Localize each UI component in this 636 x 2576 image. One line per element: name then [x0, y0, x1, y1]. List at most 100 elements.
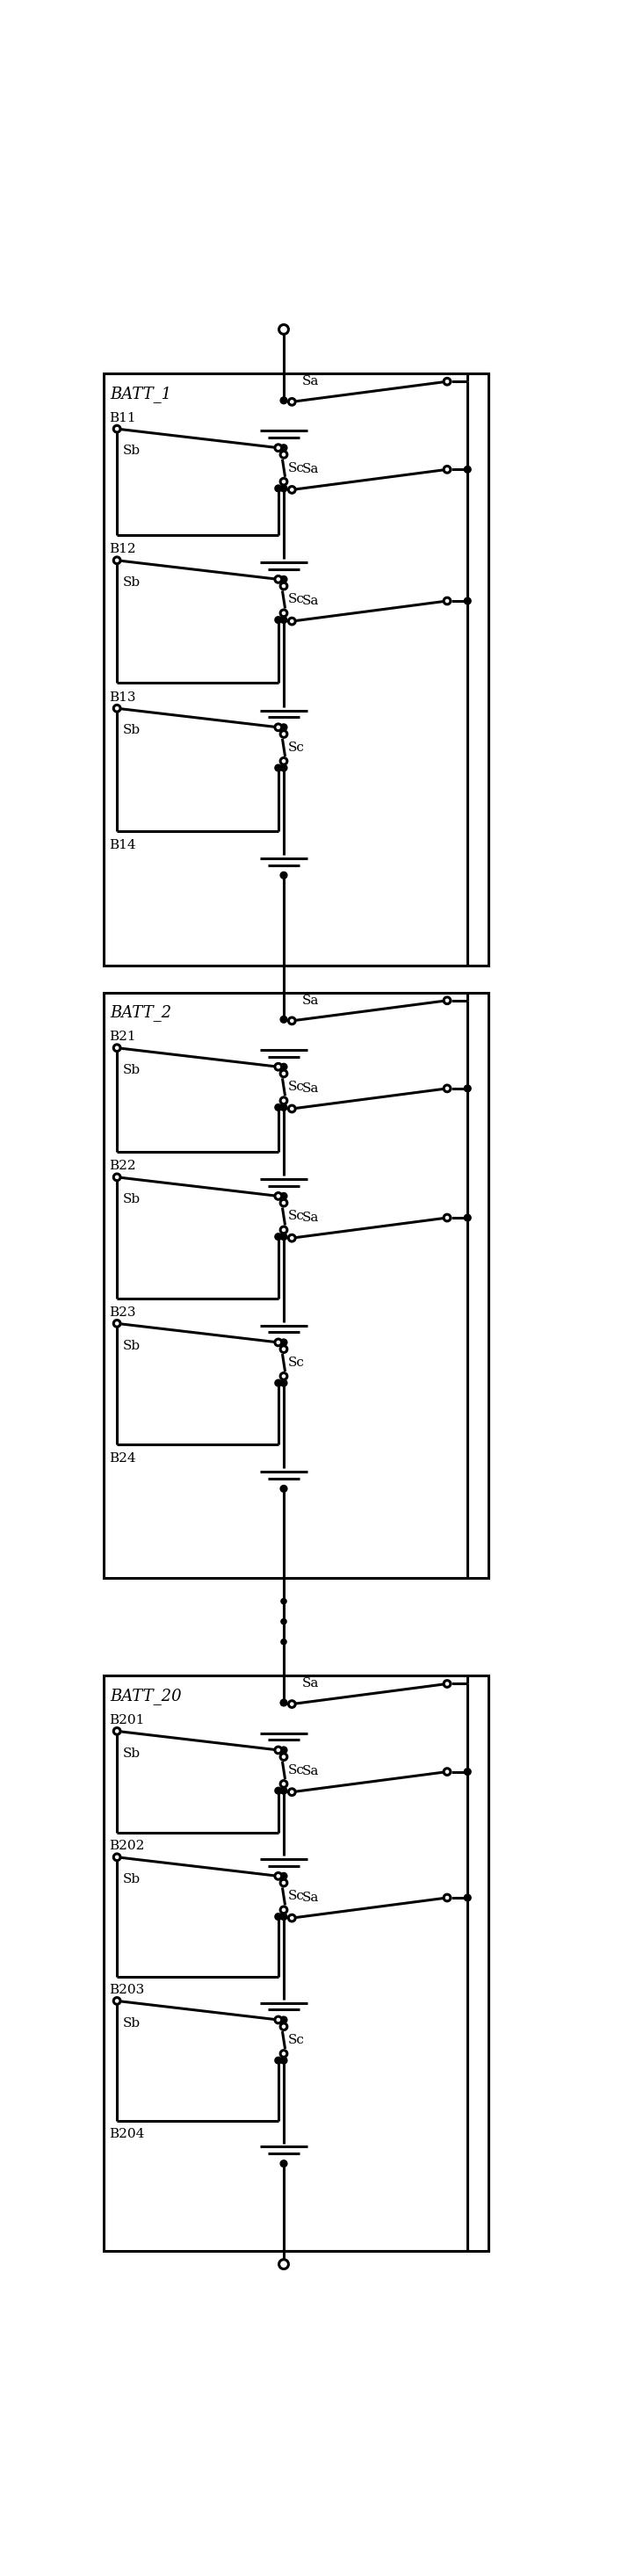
Circle shape	[444, 1893, 450, 1901]
Circle shape	[280, 577, 287, 582]
Circle shape	[444, 598, 450, 605]
Circle shape	[464, 1213, 471, 1221]
Circle shape	[280, 1193, 287, 1200]
Bar	[103, 992, 488, 1577]
Circle shape	[280, 451, 287, 459]
Circle shape	[280, 1105, 287, 1110]
Circle shape	[114, 556, 120, 564]
Text: Sa: Sa	[302, 1891, 319, 1904]
Text: Sc: Sc	[288, 1891, 305, 1904]
Text: BATT_2: BATT_2	[110, 1005, 172, 1020]
Circle shape	[114, 1728, 120, 1734]
Circle shape	[280, 1873, 287, 1880]
Circle shape	[280, 1486, 287, 1492]
Circle shape	[280, 732, 287, 737]
Circle shape	[275, 1064, 282, 1069]
Circle shape	[289, 1018, 295, 1025]
Circle shape	[281, 1638, 286, 1643]
Circle shape	[114, 1996, 120, 2004]
Text: BATT_20: BATT_20	[110, 1687, 182, 1705]
Circle shape	[275, 446, 282, 451]
Circle shape	[280, 582, 287, 590]
Text: Sb: Sb	[122, 1873, 140, 1886]
Circle shape	[114, 1175, 120, 1180]
Circle shape	[275, 2017, 282, 2022]
Text: B12: B12	[109, 544, 135, 556]
Circle shape	[280, 871, 287, 878]
Circle shape	[280, 1788, 287, 1793]
Circle shape	[280, 765, 287, 770]
Circle shape	[280, 1064, 287, 1069]
Circle shape	[289, 1788, 295, 1795]
Circle shape	[279, 325, 289, 335]
Text: B23: B23	[109, 1306, 135, 1319]
Circle shape	[280, 1069, 287, 1077]
Circle shape	[275, 1234, 282, 1239]
Text: B202: B202	[109, 1839, 144, 1852]
Text: Sb: Sb	[122, 1064, 140, 1077]
Text: Sa: Sa	[302, 595, 319, 608]
Circle shape	[280, 479, 287, 484]
Circle shape	[280, 446, 287, 451]
Text: Sb: Sb	[122, 1747, 140, 1759]
Circle shape	[275, 1747, 282, 1754]
Circle shape	[464, 1767, 471, 1775]
Circle shape	[464, 1893, 471, 1901]
Circle shape	[289, 399, 295, 404]
Circle shape	[444, 466, 450, 474]
Text: Sb: Sb	[122, 1340, 140, 1352]
Circle shape	[275, 484, 282, 492]
Circle shape	[464, 598, 471, 605]
Circle shape	[280, 2022, 287, 2030]
Text: Sc: Sc	[288, 1211, 305, 1224]
Circle shape	[280, 1906, 287, 1914]
Circle shape	[281, 1600, 286, 1605]
Circle shape	[114, 1043, 120, 1051]
Text: Sc: Sc	[288, 461, 305, 474]
Circle shape	[280, 1747, 287, 1754]
Circle shape	[280, 1373, 287, 1381]
Text: Sb: Sb	[122, 1193, 140, 1206]
Circle shape	[464, 1084, 471, 1092]
Circle shape	[114, 1855, 120, 1860]
Circle shape	[444, 1767, 450, 1775]
Circle shape	[275, 2058, 282, 2063]
Circle shape	[280, 2050, 287, 2058]
Circle shape	[280, 1754, 287, 1759]
Circle shape	[289, 1914, 295, 1922]
Circle shape	[280, 1234, 287, 1239]
Circle shape	[280, 724, 287, 732]
Text: Sb: Sb	[122, 577, 140, 590]
Circle shape	[280, 484, 287, 492]
Text: Sc: Sc	[288, 1082, 305, 1092]
Circle shape	[275, 1788, 282, 1793]
Circle shape	[280, 2058, 287, 2063]
Text: B201: B201	[109, 1713, 144, 1726]
Text: Sb: Sb	[122, 2017, 140, 2030]
Circle shape	[280, 1200, 287, 1206]
Text: B203: B203	[109, 1984, 144, 1996]
Circle shape	[289, 1700, 295, 1708]
Text: B14: B14	[109, 840, 135, 853]
Text: Sc: Sc	[288, 2035, 305, 2045]
Circle shape	[275, 1340, 282, 1345]
Text: Sc: Sc	[288, 1765, 305, 1777]
Circle shape	[280, 397, 287, 404]
Circle shape	[275, 724, 282, 732]
Circle shape	[444, 379, 450, 384]
Circle shape	[280, 1880, 287, 1886]
Circle shape	[114, 1319, 120, 1327]
Circle shape	[275, 1193, 282, 1200]
Circle shape	[275, 1914, 282, 1919]
Text: B24: B24	[109, 1453, 135, 1466]
Circle shape	[444, 1213, 450, 1221]
Circle shape	[114, 425, 120, 433]
Text: B11: B11	[109, 412, 135, 425]
Circle shape	[444, 997, 450, 1005]
Circle shape	[280, 1381, 287, 1386]
Text: Sc: Sc	[288, 592, 305, 605]
Text: Sa: Sa	[302, 1082, 319, 1095]
Circle shape	[289, 487, 295, 492]
Text: BATT_1: BATT_1	[110, 386, 172, 402]
Text: Sa: Sa	[302, 1211, 319, 1224]
